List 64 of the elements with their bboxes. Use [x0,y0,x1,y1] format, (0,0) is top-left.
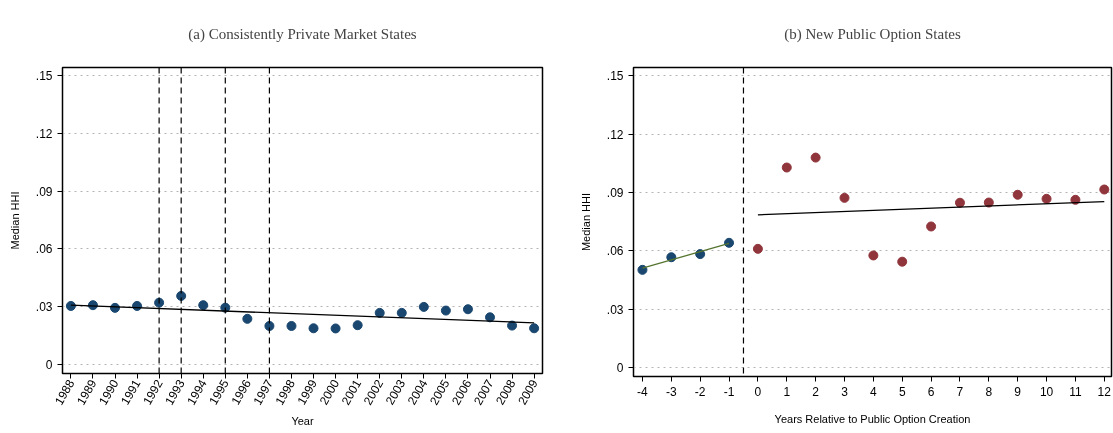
x-tick-label: 10 [1039,384,1054,399]
x-tick-label: -3 [665,384,677,399]
x-axis-title: Years Relative to Public Option Creation [774,412,971,425]
point [242,313,253,324]
x-tick-label: 0 [754,384,762,399]
point [286,320,297,331]
chart-title: (a) Consistently Private Market States [188,25,417,43]
y-tick-label: .09 [35,184,53,199]
point [308,323,319,334]
x-tick-label: 12 [1097,384,1112,399]
x-tick-label: 7 [956,384,964,399]
x-tick-label: 5 [898,384,906,399]
point [462,304,473,315]
y-tick-label: .09 [606,186,624,201]
point [926,221,937,232]
point [724,237,735,248]
y-tick-label: .03 [606,302,624,317]
point [396,307,407,318]
point [781,162,792,173]
point [65,300,76,311]
point [1012,189,1023,200]
y-tick-label: .15 [35,69,53,84]
point [418,301,429,312]
x-tick-label: 3 [841,384,849,399]
point [330,323,341,334]
x-tick-label: 11 [1069,384,1082,399]
point [1099,184,1110,195]
y-axis-title: Median HHI [579,192,592,252]
point [485,312,495,323]
point [352,320,363,331]
y-tick-label: .06 [35,242,53,257]
y-tick-label: .03 [35,300,53,315]
point [954,197,965,208]
x-tick-label: -1 [723,384,735,399]
x-tick-label: 9 [1014,384,1022,399]
point [374,307,385,318]
point [1041,193,1052,204]
x-tick-label: 8 [985,384,993,399]
x-tick-label: 2 [812,384,820,399]
point [529,323,540,334]
x-tick-label: -2 [694,384,706,399]
x-tick-label: 1 [783,384,791,399]
point [868,250,879,261]
point [637,264,648,275]
point [897,256,908,267]
point [810,152,821,163]
x-tick-label: -4 [637,384,649,399]
point [440,305,451,316]
y-tick-label: .12 [35,127,53,142]
point [752,243,763,254]
x-axis-title: Year [291,415,314,428]
y-tick-label: .15 [606,69,624,84]
point [176,290,187,301]
point [264,320,275,331]
y-axis-title: Median HHI [8,191,21,250]
point [839,192,850,203]
y-tick-label: .12 [606,127,624,142]
chart-title: (b) New Public Option States [784,25,961,43]
point [198,300,209,311]
y-tick-label: 0 [616,361,624,376]
x-tick-label: 6 [927,384,935,399]
y-tick-label: 0 [45,357,53,372]
y-tick-label: .06 [606,244,624,259]
x-tick-label: 4 [870,384,878,399]
